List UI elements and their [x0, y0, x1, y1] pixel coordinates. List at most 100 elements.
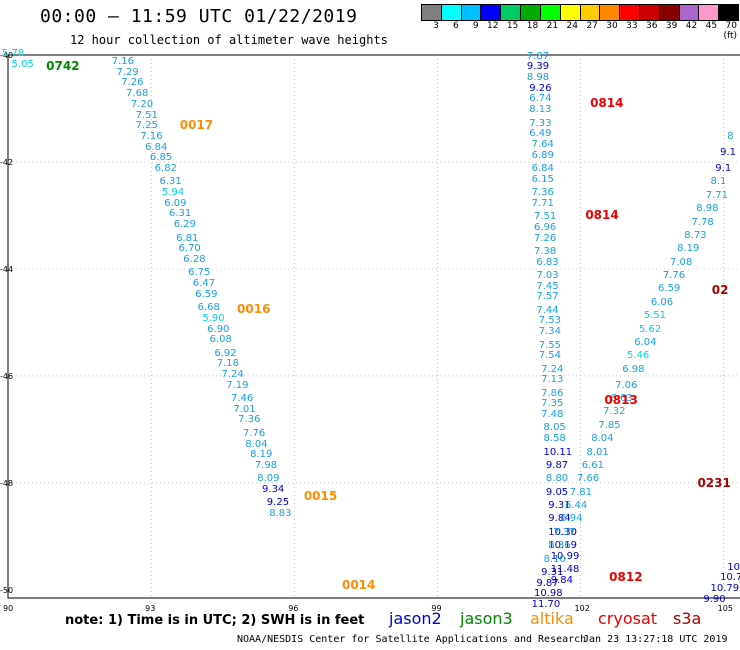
wave-height-value: 6.15 — [531, 173, 554, 185]
x-tick-label: 102 — [575, 604, 590, 613]
wave-height-value: 7.24 — [221, 368, 244, 380]
pass-time-label: 0742 — [46, 58, 80, 73]
wave-height-value: 5.78 — [2, 48, 25, 59]
scale-label: 33 — [626, 21, 638, 31]
scale-label: 21 — [546, 21, 559, 31]
pass-time-label: 0015 — [303, 489, 338, 504]
wave-height-value: 8.04 — [245, 438, 268, 450]
y-tick-label: -42 — [0, 158, 13, 167]
scale-label: 3 — [433, 21, 439, 31]
scale-swatch — [639, 5, 660, 20]
wave-height-value: 7.48 — [541, 409, 564, 421]
wave-height-value: 6.85 — [149, 152, 173, 164]
wave-height-value: 9.1 — [715, 163, 732, 175]
y-tick-label: -48 — [0, 479, 13, 488]
wave-height-value: 6.82 — [154, 163, 177, 175]
scale-label: 27 — [586, 21, 598, 31]
wave-height-value: 6.29 — [173, 219, 197, 231]
scale-label: 24 — [566, 21, 578, 31]
scale-label: 12 — [487, 21, 499, 31]
wave-height-value: 5.05 — [11, 58, 34, 70]
legend-jason3: jason3 — [460, 609, 513, 628]
wave-height-value: 6.68 — [197, 302, 220, 314]
wave-height-value: 8.09 — [257, 473, 280, 485]
color-scale-bar — [421, 4, 739, 21]
scale-swatch — [521, 5, 541, 20]
scale-swatch — [540, 5, 561, 20]
wave-height-value: 7.76 — [242, 427, 266, 439]
wave-height-value: 11.48 — [550, 564, 580, 576]
y-tick-label: -46 — [0, 372, 13, 381]
map-title: 00:00 – 11:59 UTC 01/22/2019 — [40, 6, 358, 27]
wave-height-value: 6.74 — [529, 93, 552, 105]
wave-height-value: 7.81 — [569, 486, 593, 498]
wave-height-value: 6.06 — [650, 296, 674, 308]
x-tick-label: 99 — [431, 604, 441, 613]
wave-height-value: 7.36 — [531, 187, 554, 199]
y-tick-label: -40 — [0, 51, 13, 60]
pass-time-label: 0814 — [585, 208, 619, 223]
scale-swatch — [441, 5, 462, 20]
wave-height-value: 6.84 — [145, 141, 168, 153]
wave-height-value: 7.45 — [536, 280, 559, 292]
wave-height-value: 6.61 — [581, 459, 604, 471]
wave-height-value: 6.59 — [195, 288, 218, 300]
pass-time-label: 0016 — [237, 302, 271, 317]
wave-height-value: 9.39 — [526, 61, 550, 73]
wave-height-value: 8.73 — [684, 229, 707, 241]
wave-height-value: 7.03 — [536, 270, 559, 281]
wave-height-value: 6.63 — [610, 393, 633, 405]
scale-label: 30 — [606, 21, 618, 31]
wave-height-value: 7.26 — [121, 77, 144, 89]
wave-height-value: 6.44 — [565, 500, 588, 512]
wave-height-value: 7.19 — [226, 379, 249, 391]
color-scale-labels: 3 6 9 12 15 18 21 24 27 30 33 36 39 42 45 70 (ft) — [421, 21, 739, 41]
wave-height-value: 7.66 — [576, 473, 600, 485]
wave-height-value: 7.85 — [598, 419, 621, 431]
wave-height-value: 6.08 — [209, 334, 232, 346]
wave-height-value: 7.98 — [254, 459, 278, 471]
wave-height-value: 7.57 — [536, 291, 559, 303]
wave-height-value: 8.58 — [543, 433, 566, 445]
pass-time-label: 0231 — [697, 475, 731, 490]
wave-height-value: 9.26 — [529, 82, 552, 94]
wave-height-value: 6.84 — [531, 163, 554, 175]
wave-height-value: 6.83 — [536, 256, 559, 268]
wave-height-value: 8.10 — [543, 553, 566, 565]
pass-time-label: 0014 — [341, 577, 376, 592]
pass-time-label: 0812 — [609, 569, 643, 584]
wave-height-value: 7.78 — [691, 216, 714, 228]
pass-time-label: 02 — [711, 283, 729, 298]
wave-height-value: 5.62 — [638, 323, 662, 335]
wave-height-value: 6.94 — [560, 513, 583, 525]
wave-height-value: 6.92 — [214, 347, 237, 359]
wave-height-value: 7.16 — [111, 56, 134, 68]
wave-height-value: 8.13 — [529, 104, 552, 116]
wave-height-value: 7.64 — [531, 138, 554, 150]
wave-height-value: 7.55 — [538, 339, 562, 351]
scale-swatch — [699, 5, 720, 20]
wave-height-value: 6.04 — [634, 336, 657, 348]
wave-height-value: 10.98 — [533, 588, 563, 600]
wave-height-value: 7.24 — [541, 363, 564, 375]
y-tick-label: -50 — [0, 586, 13, 595]
wave-height-value: 8.80 — [545, 473, 569, 485]
wave-height-value: 7.18 — [216, 358, 239, 370]
x-tick-label: 105 — [718, 604, 733, 613]
wave-height-value: 9.84 — [550, 574, 573, 586]
wave-height-value: 10.30 — [548, 526, 577, 538]
x-tick-label: 96 — [288, 604, 298, 613]
scale-swatch — [580, 5, 601, 20]
wave-height-value: 9.05 — [545, 486, 569, 498]
wave-height-value: 7.44 — [536, 304, 559, 316]
scale-swatch — [560, 5, 581, 20]
scale-swatch — [659, 5, 680, 20]
y-tick-label: -44 — [0, 265, 13, 274]
scale-swatch — [422, 5, 442, 20]
wave-height-value: 7.86 — [541, 387, 564, 399]
scale-swatch — [620, 5, 640, 20]
wave-height-value: 6.31 — [159, 176, 182, 188]
wave-height-value: 7.33 — [529, 117, 552, 129]
wave-height-value: 8.83 — [269, 508, 292, 520]
